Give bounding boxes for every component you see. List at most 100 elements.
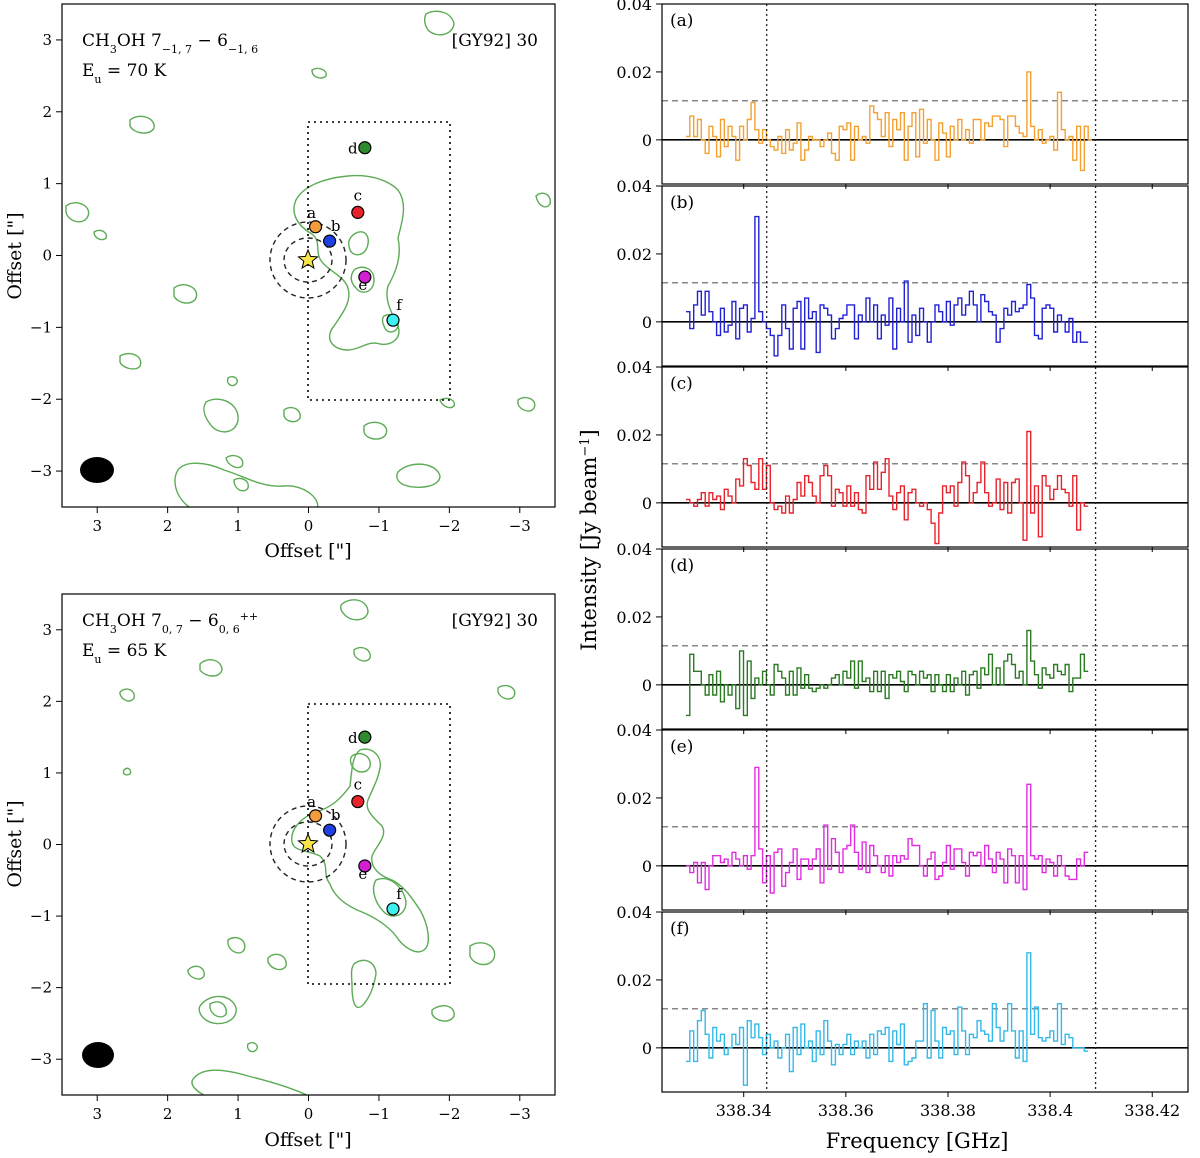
spec-xtick-label-2: 338.38 <box>920 1101 976 1120</box>
contour-bot-c14 <box>431 1005 455 1022</box>
points-bottom: abc d e f <box>307 729 403 916</box>
map-ytick-label-bottom-2: −1 <box>30 907 52 925</box>
contour-top-c18 <box>225 454 244 469</box>
map-panel-top: abc d e f 3 2 1 0 −1 −2 −3 −3 −2 −1 0 1 2 3 CH3OH 7−1, 7… <box>4 3 556 562</box>
map-xtick-label-top-6: −3 <box>509 517 531 535</box>
contour-top-c8 <box>119 352 142 370</box>
spectrum-line-2 <box>686 430 1089 545</box>
beam-ellipse-bottom <box>82 1042 114 1068</box>
spectrum-label-0: (a) <box>670 11 693 31</box>
spec-ytick-label-2-1: 0.02 <box>616 426 652 445</box>
map-panel-bottom: abc d e f 3 2 1 0 −1 −2 −3 −3 −2 −1 0 1 2 3 CH3OH 70, 7 … <box>4 593 556 1151</box>
spectrum-panel-0: 0 0.02 0.04 (a) <box>616 0 1189 189</box>
beam-ellipse-top <box>80 457 114 483</box>
contour-top-inner2 <box>350 266 375 293</box>
spec-ytick-label-0-2: 0.04 <box>616 0 652 14</box>
map-ytick-label-top-0: −3 <box>30 462 52 480</box>
map-xtick-label-top-3: 0 <box>304 517 314 535</box>
beam-ring-inner-bottom <box>283 821 333 867</box>
spectrum-frame-0 <box>661 3 1189 185</box>
spectrum-panel-1: 0 0.02 0.04 (b) <box>616 177 1189 371</box>
spectrum-frame-3 <box>661 548 1189 730</box>
spectrum-line-1 <box>686 215 1089 357</box>
map-xtick-label-bottom-4: −1 <box>368 1105 390 1123</box>
spec-xtick-label-0: 338.34 <box>716 1101 772 1120</box>
contour-top-c2 <box>311 67 327 79</box>
contour-bot-main <box>291 748 430 953</box>
contour-top-c5 <box>93 229 107 241</box>
map-xtick-label-bottom-2: 1 <box>233 1105 243 1123</box>
map-ytick-label-top-4: 1 <box>42 175 52 193</box>
point-b-top <box>323 234 337 248</box>
xlabel-bottom: Offset ["] <box>264 1129 351 1151</box>
contour-bot-c2 <box>199 659 223 677</box>
source-label-top: [GY92] 30 <box>452 31 538 51</box>
spec-ytick-label-2-2: 0.04 <box>616 358 652 377</box>
map-ytick-label-top-6: 3 <box>42 31 52 49</box>
map-ytick-label-bottom-6: 3 <box>42 621 52 639</box>
contour-top-c14 <box>439 397 455 409</box>
spec-ytick-label-0-0: 0 <box>642 131 652 150</box>
spectrum-label-4: (e) <box>670 737 693 757</box>
spec-ytick-label-4-2: 0.04 <box>616 721 652 740</box>
point-label-d-bottom: d <box>348 729 358 747</box>
contour-bot-c16 <box>246 1041 258 1053</box>
map-ytick-label-top-3: 0 <box>42 247 52 265</box>
spec-ytick-label-4-1: 0.02 <box>616 789 652 808</box>
contour-bot-inner1 <box>349 752 371 773</box>
map-xtick-label-top-5: −2 <box>438 517 460 535</box>
contour-top-c1 <box>423 10 455 36</box>
contour-bot-c1 <box>339 599 369 621</box>
contour-top-c11 <box>283 406 301 423</box>
spectra-xlabel: Frequency [GHz] <box>826 1129 1009 1153</box>
point-d-bottom <box>358 730 372 744</box>
axes-top: 3 2 1 0 −1 −2 −3 −3 −2 −1 0 1 2 3 <box>30 31 531 535</box>
point-label-c-bottom: c <box>354 776 362 794</box>
point-d-top <box>358 141 372 155</box>
map-ytick-label-bottom-1: −2 <box>30 979 52 997</box>
contour-bot-c3 <box>353 646 371 662</box>
contour-bot-c6 <box>497 684 516 700</box>
point-f-bottom <box>386 902 400 916</box>
point-label-b-top: b <box>331 217 341 235</box>
point-label-f-top: f <box>396 296 403 314</box>
spectrum-line-5 <box>686 952 1089 1086</box>
point-c-top <box>351 205 365 219</box>
spec-ytick-label-2-0: 0 <box>642 494 652 513</box>
contour-top-c4 <box>65 202 90 223</box>
map-xtick-label-top-0: 3 <box>92 517 102 535</box>
map-title-top: CH3OH 7−1, 7 − 6−1, 6 <box>82 31 258 56</box>
map-ytick-label-bottom-4: 1 <box>42 764 52 782</box>
contour-bot-c15 <box>191 1069 309 1095</box>
point-b-bottom <box>323 823 337 837</box>
spectra-column: 0 0.02 0.04 (a) 0 0.02 0.04 (b) 0 0.02 0.04 (c) 0 0.0… <box>616 0 1189 1120</box>
point-label-e-bottom: e <box>358 865 367 883</box>
spectrum-line-3 <box>686 629 1089 717</box>
spec-ytick-label-1-1: 0.02 <box>616 245 652 264</box>
spectrum-label-1: (b) <box>670 193 694 213</box>
spec-xtick-label-4: 338.42 <box>1124 1101 1180 1120</box>
map-ytick-label-bottom-5: 2 <box>42 692 52 710</box>
spectrum-label-3: (d) <box>670 556 694 576</box>
star-marker-bottom <box>297 832 319 854</box>
spec-ytick-label-5-1: 0.02 <box>616 971 652 990</box>
spec-ytick-label-5-2: 0.04 <box>616 903 652 922</box>
contour-top-c3 <box>129 115 155 134</box>
spectrum-label-5: (f) <box>670 919 690 939</box>
point-e-top <box>358 270 372 284</box>
contour-bot-c9 <box>187 965 205 980</box>
source-label-bottom: [GY92] 30 <box>452 611 538 631</box>
contour-bot-c7 <box>469 942 496 966</box>
spec-ytick-label-4-0: 0 <box>642 857 652 876</box>
energy-label-top: Eu = 70 K <box>82 61 167 86</box>
point-label-e-top: e <box>358 276 367 294</box>
spec-xtick-label-3: 338.4 <box>1027 1101 1073 1120</box>
contour-top-c7 <box>173 284 198 304</box>
contour-top-c15 <box>174 462 319 507</box>
spectrum-label-2: (c) <box>670 374 693 394</box>
point-label-c-top: c <box>354 186 362 204</box>
contour-top-inner1 <box>347 231 369 256</box>
contour-top-c6 <box>535 192 551 208</box>
contour-bot-c10 <box>198 995 237 1025</box>
